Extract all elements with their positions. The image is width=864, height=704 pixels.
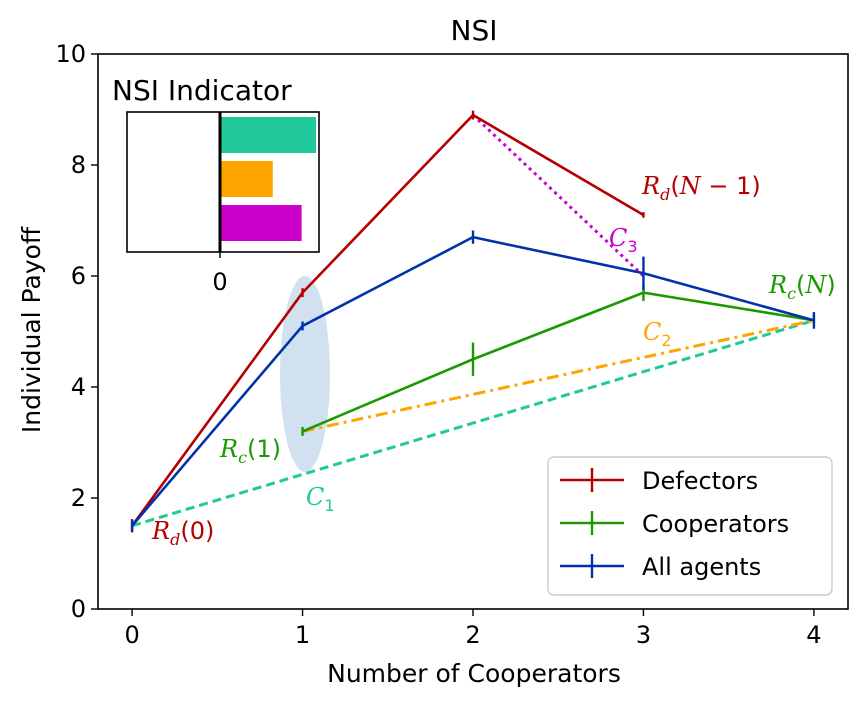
- legend-items: Defectors Cooperators All agents: [560, 467, 789, 581]
- x-tick-label: 2: [465, 621, 480, 649]
- y-tick-label: 10: [55, 40, 86, 68]
- cooperators-line: [302, 291, 815, 433]
- inset-bar-c3: [220, 205, 302, 241]
- x-ticks: 0 1 2 3 4: [124, 609, 822, 649]
- y-ticks: 0 2 4 6 8 10: [55, 40, 98, 623]
- annotation-rdn1: Rd(N − 1): [641, 172, 761, 204]
- legend-box: [547, 456, 833, 596]
- annotation-c1: C1: [306, 483, 335, 515]
- y-tick-label: 2: [71, 484, 86, 512]
- legend-label-all-agents: All agents: [642, 553, 761, 581]
- x-tick-label: 0: [124, 621, 139, 649]
- x-axis-label: Number of Cooperators: [327, 659, 621, 688]
- data-series: [130, 110, 816, 533]
- legend: Defectors Cooperators All agents: [547, 456, 833, 596]
- inset-bar-c1: [220, 117, 316, 153]
- chart-title: NSI: [451, 14, 498, 47]
- annotations: Rd(0) Rc(1) Rd(N − 1) Rc(N) C1 C2 C3: [151, 172, 836, 549]
- y-tick-label: 6: [71, 262, 86, 290]
- reference-lines: [131, 113, 815, 528]
- nsi-indicator-inset: NSI Indicator 0: [112, 74, 320, 296]
- annotation-c3: C3: [609, 224, 638, 256]
- highlight-ellipse: [280, 276, 330, 472]
- y-tick-label: 8: [71, 151, 86, 179]
- y-tick-label: 0: [71, 595, 86, 623]
- legend-label-cooperators: Cooperators: [642, 510, 789, 538]
- inset-bars: [220, 117, 316, 241]
- reference-line-c1: [131, 318, 815, 528]
- annotation-rd0: Rd(0): [151, 517, 214, 549]
- x-tick-label: 1: [295, 621, 310, 649]
- inset-title: NSI Indicator: [112, 74, 292, 107]
- y-axis-label: Individual Payoff: [17, 226, 46, 433]
- inset-bar-c2: [220, 161, 273, 197]
- annotation-rc1: Rc(1): [219, 435, 281, 467]
- annotation-rcn: Rc(N): [768, 271, 836, 303]
- reference-line-c2: [302, 318, 815, 433]
- defectors-line: [131, 113, 645, 527]
- x-tick-label: 4: [806, 621, 821, 649]
- legend-label-defectors: Defectors: [642, 467, 758, 495]
- x-tick-label: 3: [636, 621, 651, 649]
- y-tick-label: 4: [71, 373, 86, 401]
- inset-x-tick-label: 0: [212, 268, 227, 296]
- annotation-c2: C2: [643, 318, 672, 350]
- series-cooperators: [301, 284, 816, 436]
- series-all-agents: [130, 230, 816, 532]
